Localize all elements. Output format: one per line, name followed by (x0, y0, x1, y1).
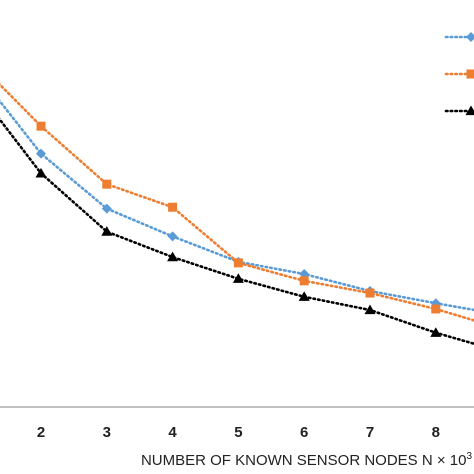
data-point-diamond (167, 231, 178, 242)
data-point-triangle (430, 327, 442, 337)
data-point-diamond (101, 203, 112, 214)
x-axis-title: NUMBER OF KNOWN SENSOR NODES N × 103 (141, 451, 472, 469)
legend (444, 32, 474, 116)
data-point-square (233, 258, 243, 268)
data-point-triangle (101, 226, 113, 236)
plot-area (0, 82, 474, 346)
x-axis-ticks: 2 3 4 5 6 7 8 (37, 424, 440, 441)
x-tick-label: 6 (300, 424, 308, 441)
series-line (0, 82, 474, 322)
data-point-square (365, 288, 375, 298)
data-point-triangle (167, 251, 179, 262)
data-point-square (299, 276, 309, 286)
series-triangle (0, 117, 474, 346)
data-point-square (431, 304, 441, 314)
legend-swatch-diamond (466, 32, 474, 42)
legend-swatch-triangle (465, 105, 474, 116)
x-tick-label: 3 (103, 424, 111, 441)
data-point-square (102, 179, 112, 189)
x-tick-label: 8 (432, 424, 440, 441)
x-axis-title-text: NUMBER OF KNOWN SENSOR NODES N × 10 (141, 452, 466, 469)
data-point-triangle (35, 167, 47, 178)
data-point-triangle (298, 291, 310, 301)
x-tick-label: 4 (168, 424, 177, 441)
x-tick-label: 5 (234, 424, 242, 441)
series-line (0, 117, 474, 346)
data-point-triangle (364, 304, 376, 315)
legend-swatch-square (466, 69, 474, 79)
x-axis-title-superscript: 3 (466, 451, 472, 462)
series-square (0, 82, 474, 322)
data-point-square (36, 121, 46, 131)
x-tick-label: 2 (37, 424, 45, 441)
data-point-diamond (36, 148, 46, 159)
data-point-square (168, 202, 178, 212)
data-point-triangle (232, 273, 244, 283)
x-tick-label: 7 (366, 424, 374, 441)
